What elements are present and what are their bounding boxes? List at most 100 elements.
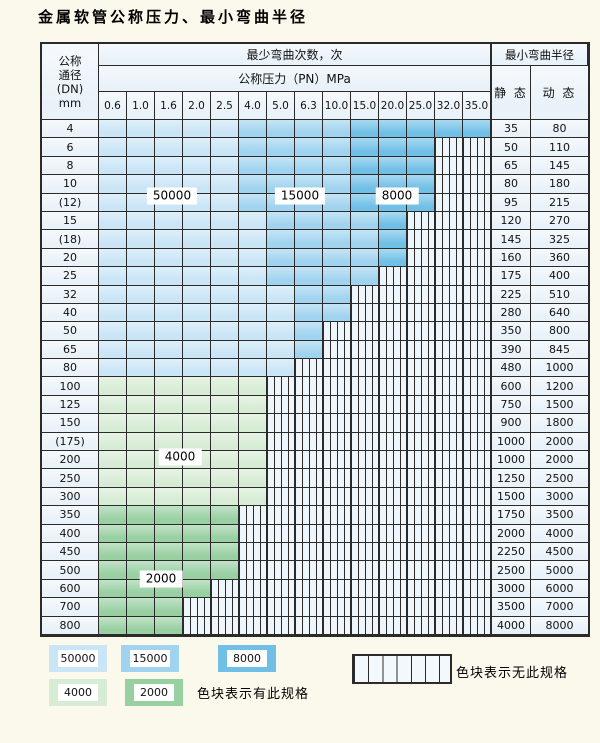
- table-row: 25 175 400: [42, 267, 588, 286]
- spec-cell: [267, 138, 295, 157]
- spec-cell: [183, 322, 211, 341]
- dynamic-radius-cell: 3500: [531, 506, 588, 525]
- spec-cell: [155, 377, 183, 396]
- spec-cell: [127, 322, 155, 341]
- no-spec-cell: [379, 377, 407, 396]
- no-spec-cell: [183, 616, 211, 635]
- no-spec-cell: [407, 414, 435, 433]
- spec-cell: [211, 340, 239, 360]
- spec-cell: [183, 138, 211, 157]
- spec-cell: [211, 561, 239, 580]
- spec-cell: [211, 432, 239, 452]
- spec-cell: [99, 193, 127, 212]
- dynamic-radius-cell: 6000: [531, 579, 588, 599]
- spec-cell: [99, 487, 127, 507]
- no-spec-cell: [351, 432, 379, 452]
- spec-cell: [155, 322, 183, 341]
- no-spec-cell: [239, 561, 267, 580]
- no-spec-cell: [435, 487, 463, 507]
- pressure-col-header: 0.6: [99, 92, 127, 120]
- no-spec-cell: [267, 598, 295, 617]
- dn-column-header: 公称 通径 (DN) mm: [42, 44, 99, 120]
- spec-cell: [99, 322, 127, 341]
- radius-header: 最小弯曲半径: [491, 44, 588, 66]
- spec-cell: [323, 285, 351, 304]
- spec-cell: [127, 359, 155, 378]
- spec-cell: [155, 340, 183, 360]
- spec-cell: [99, 120, 127, 139]
- no-spec-cell: [435, 285, 463, 304]
- no-spec-cell: [295, 561, 323, 580]
- no-spec-cell: [407, 395, 435, 415]
- spec-cell: [295, 322, 323, 341]
- no-spec-cell: [463, 561, 491, 580]
- no-spec-cell: [435, 175, 463, 194]
- static-radius-cell: 4000: [491, 616, 531, 635]
- no-spec-cell: [379, 579, 407, 599]
- no-spec-cell: [435, 267, 463, 286]
- table-row: 80 480 1000: [42, 359, 588, 378]
- spec-cell: [351, 138, 379, 157]
- no-spec-cell: [435, 579, 463, 599]
- no-spec-cell: [463, 451, 491, 470]
- spec-cell: [155, 303, 183, 323]
- spec-cell: [211, 395, 239, 415]
- static-radius-cell: 280: [491, 303, 531, 323]
- no-spec-cell: [407, 248, 435, 268]
- spec-cell: [211, 322, 239, 341]
- spec-cell: [127, 395, 155, 415]
- no-spec-cell: [379, 506, 407, 525]
- no-spec-cell: [463, 211, 491, 231]
- table-row: 400 2000 4000: [42, 524, 588, 543]
- table-row: 200 1000 2000: [42, 451, 588, 470]
- spec-cell: [99, 524, 127, 543]
- spec-cell: [183, 156, 211, 176]
- no-spec-cell: [323, 377, 351, 396]
- dn-cell: (175): [42, 432, 99, 452]
- legend-swatch-value: 8000: [227, 650, 267, 667]
- spec-cell: [379, 120, 407, 139]
- spec-cell: [99, 598, 127, 617]
- spec-cell: [267, 156, 295, 176]
- no-spec-cell: [435, 524, 463, 543]
- table-row: (12) 95 215: [42, 193, 588, 212]
- no-spec-cell: [407, 579, 435, 599]
- no-spec-cell: [295, 598, 323, 617]
- no-spec-cell: [407, 432, 435, 452]
- spec-cell: [407, 120, 435, 139]
- spec-cell: [155, 414, 183, 433]
- spec-cell: [183, 248, 211, 268]
- static-radius-cell: 1000: [491, 451, 531, 470]
- no-spec-cell: [463, 340, 491, 360]
- dn-cell: 80: [42, 359, 99, 378]
- spec-cell: [183, 120, 211, 139]
- dynamic-radius-cell: 360: [531, 248, 588, 268]
- no-spec-cell: [239, 542, 267, 562]
- no-spec-cell: [435, 138, 463, 157]
- spec-cell: [99, 579, 127, 599]
- no-spec-cell: [463, 598, 491, 617]
- spec-cell: [407, 138, 435, 157]
- spec-cell: [99, 432, 127, 452]
- dynamic-radius-cell: 800: [531, 322, 588, 341]
- no-spec-cell: [295, 377, 323, 396]
- table-row: 700 3500 7000: [42, 598, 588, 617]
- no-spec-cell: [379, 303, 407, 323]
- dn-cell: 600: [42, 579, 99, 599]
- table-row: 600 3000 6000: [42, 579, 588, 599]
- static-radius-cell: 3000: [491, 579, 531, 599]
- no-spec-cell: [211, 616, 239, 635]
- static-radius-cell: 95: [491, 193, 531, 212]
- spec-cell: [183, 561, 211, 580]
- spec-cell: [323, 138, 351, 157]
- spec-cell: [155, 616, 183, 635]
- table-row: 350 1750 3500: [42, 506, 588, 525]
- spec-cell: [295, 138, 323, 157]
- no-spec-cell: [463, 322, 491, 341]
- dynamic-radius-cell: 80: [531, 120, 588, 139]
- spec-cell: [183, 524, 211, 543]
- no-spec-cell: [435, 377, 463, 396]
- spec-cell: [155, 285, 183, 304]
- no-spec-cell: [463, 230, 491, 249]
- static-radius-cell: 145: [491, 230, 531, 249]
